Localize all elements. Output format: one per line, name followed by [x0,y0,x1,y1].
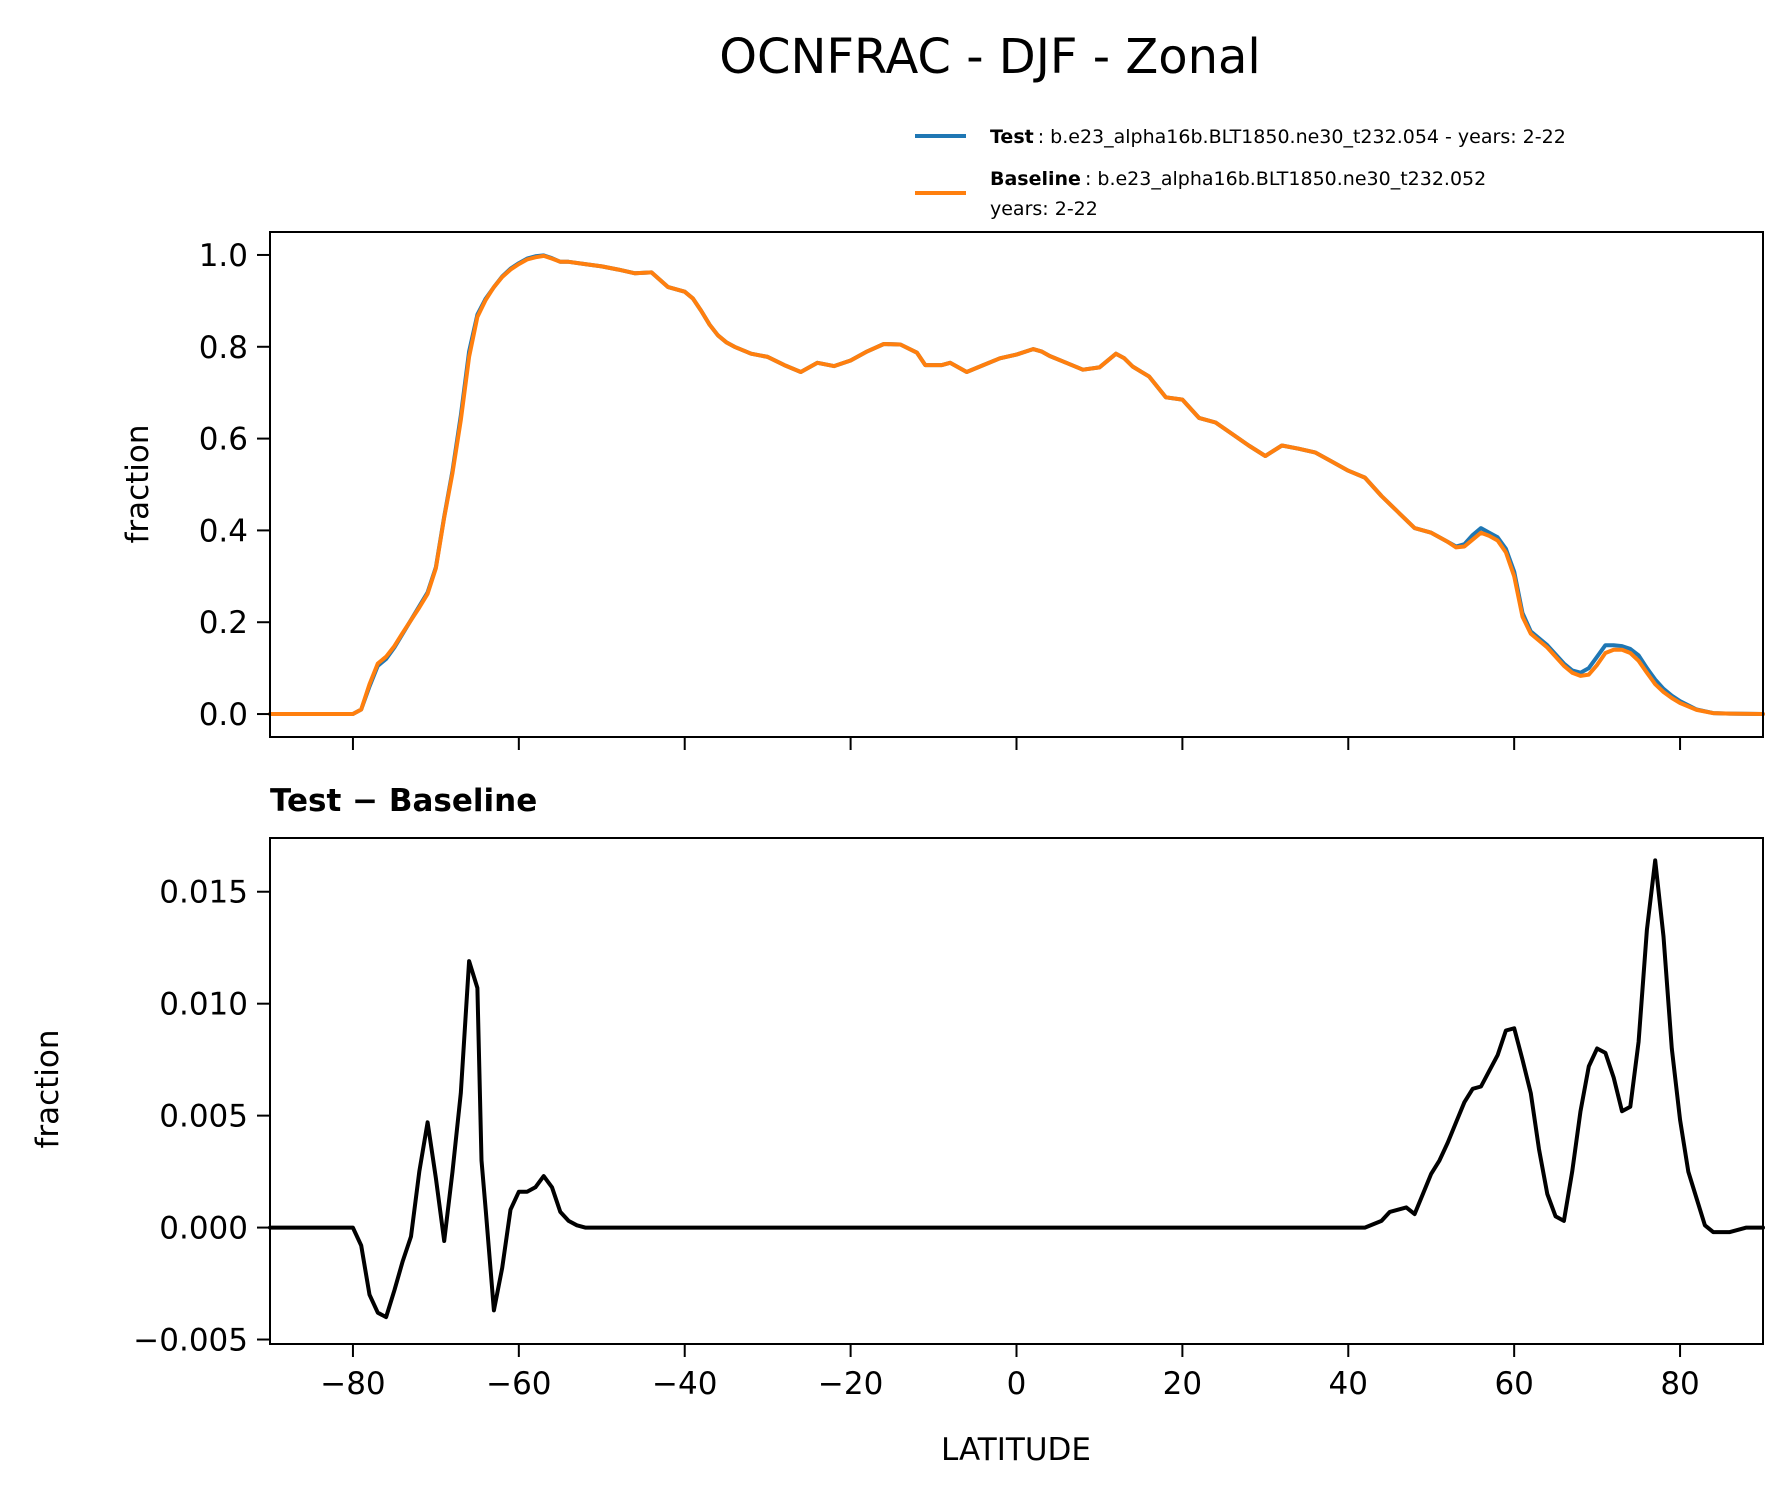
x-tick-label: 80 [1660,1366,1699,1402]
bottom-series-group [268,858,1765,1320]
x-tick-label: −40 [652,1366,717,1402]
x-tick-label: 20 [1163,1366,1202,1402]
top-series-line-baseline [268,253,1765,716]
bottom-x-ticks: −80 −60 −40 −20 0 20 40 60 80 [320,1344,1700,1402]
top-series-group [268,253,1765,716]
legend: Test: b.e23_alpha16b.BLT1850.ne30_t232.0… [915,126,1566,220]
bottom-series-line-test-baseline [268,858,1765,1320]
bottom-y-tick-label: 0.010 [159,987,248,1023]
top-y-tick-label: 0.0 [199,697,248,733]
bottom-y-tick-label: 0.005 [159,1099,248,1135]
legend-test-label: Test: b.e23_alpha16b.BLT1850.ne30_t232.0… [990,126,1566,148]
bottom-axes-frame [269,837,1764,1345]
x-tick-label: 40 [1329,1366,1368,1402]
bottom-y-tick-label: −0.005 [133,1323,248,1359]
top-y-tick-label: 0.4 [199,513,248,549]
bottom-y-tick-label: 0.000 [159,1211,248,1247]
bottom-y-ticks: −0.005 0.000 0.005 0.010 0.015 [133,875,270,1359]
bottom-y-tick-label: 0.015 [159,875,248,911]
top-y-tick-label: 0.8 [199,330,248,366]
x-tick-label: −80 [320,1366,385,1402]
x-tick-label: 0 [1007,1366,1027,1402]
legend-baseline-label: Baseline: b.e23_alpha16b.BLT1850.ne30_t2… [990,168,1486,190]
top-y-ticks: 0.0 0.2 0.4 0.6 0.8 1.0 [199,238,270,733]
top-series-line-test [268,253,1765,716]
x-tick-label: −60 [486,1366,551,1402]
bottom-panel-title: Test − Baseline [270,783,537,819]
top-panel: 0.0 0.2 0.4 0.6 0.8 1.0 fraction [120,231,1765,750]
top-y-tick-label: 0.2 [199,605,248,641]
x-tick-label: 60 [1494,1366,1533,1402]
x-tick-label: −20 [818,1366,883,1402]
top-y-axis-label: fraction [120,424,156,543]
top-axes-frame [269,231,1764,738]
top-x-ticks [351,737,1682,750]
top-y-tick-label: 1.0 [199,238,248,274]
bottom-y-axis-label: fraction [30,1029,66,1148]
bottom-panel: Test − Baseline −80 −60 −40 −20 0 20 40 60 80 −0… [30,783,1765,1468]
x-axis-label: LATITUDE [941,1432,1091,1468]
legend-baseline-label-line2: years: 2-22 [990,198,1098,220]
figure-title: OCNFRAC - DJF - Zonal [719,29,1261,85]
top-y-tick-label: 0.6 [199,422,248,458]
